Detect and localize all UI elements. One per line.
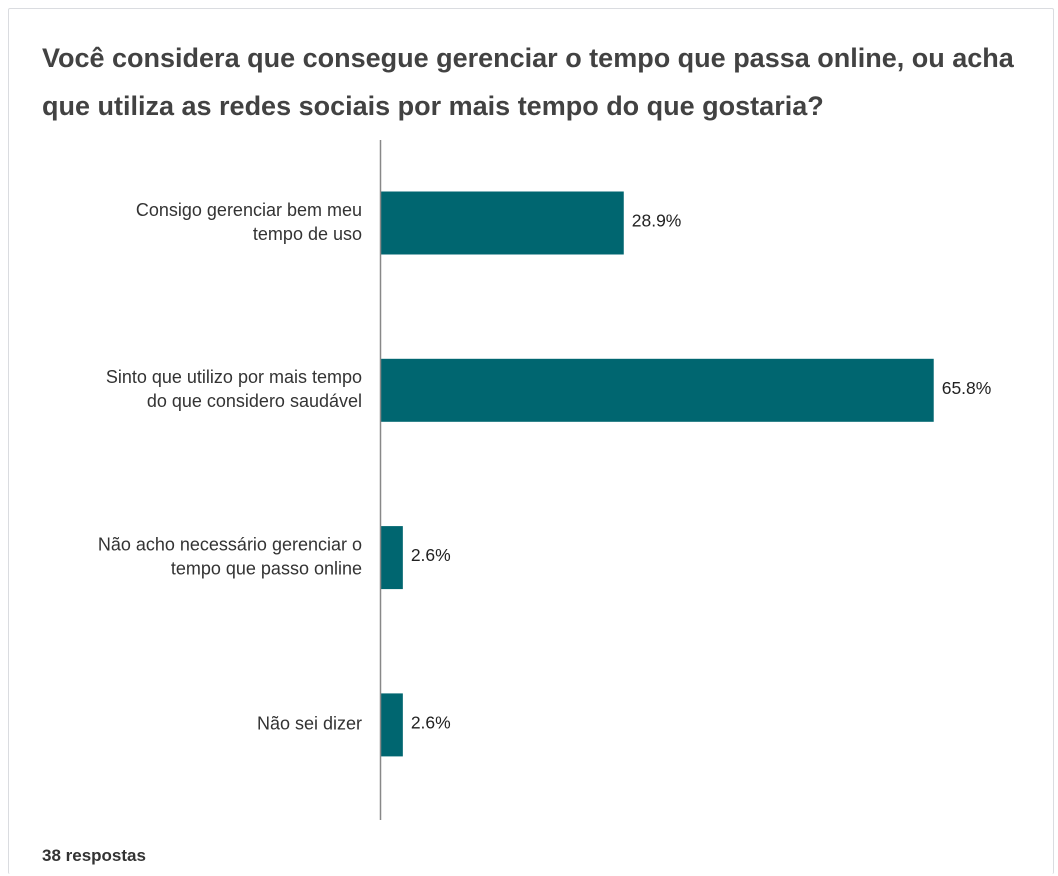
- category-label-line: Não sei dizer: [257, 714, 362, 734]
- category-label-line: do que considero saudável: [147, 391, 362, 411]
- bar-3: [381, 526, 403, 590]
- category-label-line: tempo de uso: [253, 224, 362, 244]
- category-label-4: Não sei dizer: [257, 714, 362, 734]
- category-label-1: Consigo gerenciar bem meu tempo de uso: [136, 200, 362, 244]
- bar-2: [381, 358, 934, 422]
- bars-layer: 28.9% Consigo gerenciar bem meu tempo de u…: [98, 191, 992, 757]
- bar-value-label-4: 2.6%: [411, 713, 451, 733]
- category-label-line: Sinto que utilizo por mais tempo: [106, 367, 362, 387]
- bar-value-label-1: 28.9%: [632, 211, 682, 231]
- category-label-line: Consigo gerenciar bem meu: [136, 200, 362, 220]
- category-label-line: Não acho necessário gerenciar o: [98, 534, 362, 554]
- bar-1: [381, 191, 624, 255]
- chart-card: [8, 8, 1054, 874]
- response-count: 38 respostas: [42, 846, 146, 865]
- chart-title: Você considera que consegue gerenciar o …: [42, 43, 1014, 121]
- bar-value-label-3: 2.6%: [411, 545, 451, 565]
- category-label-3: Não acho necessário gerenciar o tempo que…: [98, 534, 362, 578]
- bar-value-label-2: 65.8%: [942, 378, 992, 398]
- category-label-line: tempo que passo online: [171, 558, 362, 578]
- category-label-2: Sinto que utilizo por mais tempo do que c…: [106, 367, 362, 411]
- bar-4: [381, 693, 403, 757]
